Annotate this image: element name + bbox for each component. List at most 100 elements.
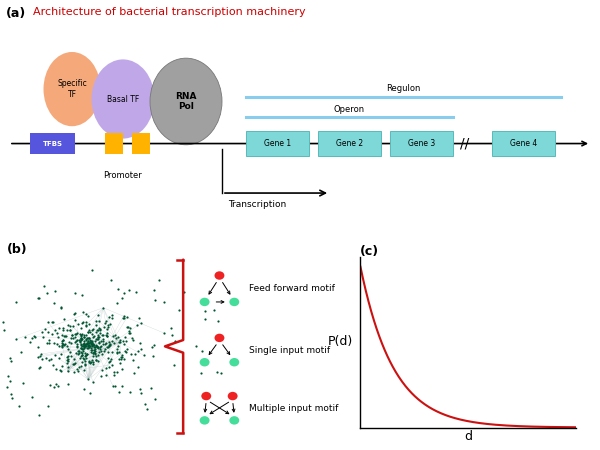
Point: [63, 368, 73, 375]
Point: [82, 323, 91, 330]
Point: [108, 382, 118, 390]
Point: [53, 333, 63, 340]
Point: [91, 335, 101, 342]
Point: [37, 355, 47, 362]
Point: [75, 355, 85, 362]
Point: [106, 358, 115, 365]
Point: [26, 338, 35, 346]
Point: [58, 331, 67, 338]
Point: [89, 343, 99, 351]
Point: [77, 351, 87, 359]
Point: [76, 324, 86, 332]
Point: [76, 338, 85, 346]
Point: [79, 347, 88, 355]
Point: [48, 362, 58, 369]
Ellipse shape: [200, 358, 209, 366]
Point: [91, 342, 101, 349]
FancyBboxPatch shape: [30, 133, 75, 154]
Ellipse shape: [200, 298, 209, 306]
Point: [70, 355, 79, 362]
Point: [148, 352, 158, 360]
Point: [81, 342, 91, 350]
Point: [117, 353, 127, 360]
Point: [104, 363, 114, 370]
Point: [88, 342, 98, 349]
Point: [191, 342, 201, 349]
Point: [118, 365, 127, 373]
Point: [62, 343, 72, 350]
Point: [78, 319, 88, 326]
Point: [125, 388, 134, 396]
Point: [98, 335, 108, 342]
Point: [119, 312, 128, 319]
Point: [197, 347, 207, 355]
Point: [91, 328, 101, 336]
Point: [34, 364, 44, 371]
Point: [87, 340, 97, 347]
Point: [98, 341, 108, 348]
Point: [56, 303, 66, 310]
Point: [139, 351, 148, 359]
Point: [103, 355, 112, 362]
Point: [80, 361, 89, 368]
Point: [68, 323, 77, 330]
Text: Gene 3: Gene 3: [408, 139, 435, 148]
Text: Specific
TF: Specific TF: [57, 79, 87, 99]
Point: [100, 345, 110, 352]
Point: [103, 348, 113, 355]
Point: [65, 349, 75, 356]
Point: [35, 352, 45, 360]
Point: [109, 339, 119, 346]
Point: [120, 348, 130, 355]
Point: [122, 314, 132, 321]
Point: [46, 356, 56, 363]
Point: [102, 333, 112, 340]
Point: [98, 337, 107, 344]
Point: [150, 296, 160, 303]
Point: [81, 352, 91, 359]
Point: [85, 326, 94, 333]
Point: [73, 347, 83, 354]
Text: Operon: Operon: [334, 105, 365, 114]
Point: [85, 320, 94, 327]
Ellipse shape: [229, 416, 239, 425]
Point: [76, 334, 86, 342]
Point: [167, 332, 176, 339]
Point: [57, 362, 67, 369]
Point: [50, 287, 59, 294]
Point: [90, 338, 100, 345]
Point: [179, 288, 188, 295]
Ellipse shape: [200, 416, 209, 425]
Point: [103, 343, 113, 350]
Point: [73, 351, 83, 358]
Point: [83, 334, 93, 342]
Point: [112, 345, 122, 352]
Point: [88, 342, 97, 350]
Point: [130, 369, 139, 377]
Point: [125, 324, 135, 332]
Point: [88, 378, 98, 386]
Point: [33, 354, 43, 361]
Point: [79, 341, 88, 348]
Point: [83, 328, 93, 336]
Point: [85, 336, 95, 343]
Point: [102, 329, 112, 336]
Point: [107, 349, 116, 356]
Point: [79, 340, 89, 347]
FancyBboxPatch shape: [246, 131, 309, 156]
Text: (a): (a): [6, 8, 26, 20]
Point: [49, 383, 59, 390]
Point: [113, 342, 123, 349]
Point: [107, 338, 116, 345]
Point: [80, 342, 90, 349]
Point: [72, 329, 82, 337]
Point: [91, 353, 101, 360]
Point: [127, 334, 137, 341]
Point: [31, 334, 40, 341]
Point: [80, 350, 90, 357]
Point: [98, 332, 107, 339]
Point: [95, 324, 104, 332]
FancyBboxPatch shape: [318, 131, 381, 156]
Point: [106, 341, 115, 348]
Point: [77, 344, 86, 351]
